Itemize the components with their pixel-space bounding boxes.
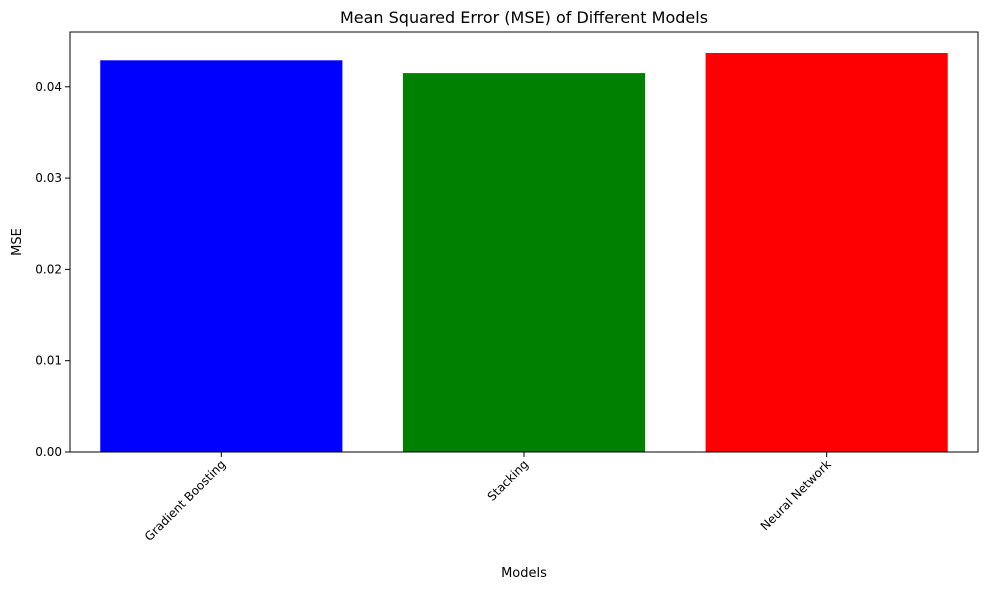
x-axis: Gradient Boosting Stacking Neural Network [142, 452, 834, 544]
bar-stacking [402, 73, 646, 452]
chart-title: Mean Squared Error (MSE) of Different Mo… [340, 8, 708, 27]
y-tick-label: 0.00 [35, 445, 62, 459]
x-tick-label: Stacking [485, 457, 532, 504]
y-tick-label: 0.01 [35, 354, 62, 368]
x-tick-label: Gradient Boosting [142, 457, 229, 544]
y-tick-label: 0.04 [35, 80, 62, 94]
bar-neural-network [705, 53, 948, 452]
y-axis-label: MSE [10, 228, 25, 256]
x-axis-label: Models [501, 566, 547, 581]
plot-area [69, 31, 979, 453]
y-axis: 0.00 0.01 0.02 0.03 0.04 [35, 80, 70, 459]
bar-gradient-boosting [100, 60, 343, 453]
y-tick-label: 0.03 [35, 171, 62, 185]
y-tick-label: 0.02 [35, 262, 62, 276]
x-tick-label: Neural Network [758, 457, 834, 533]
